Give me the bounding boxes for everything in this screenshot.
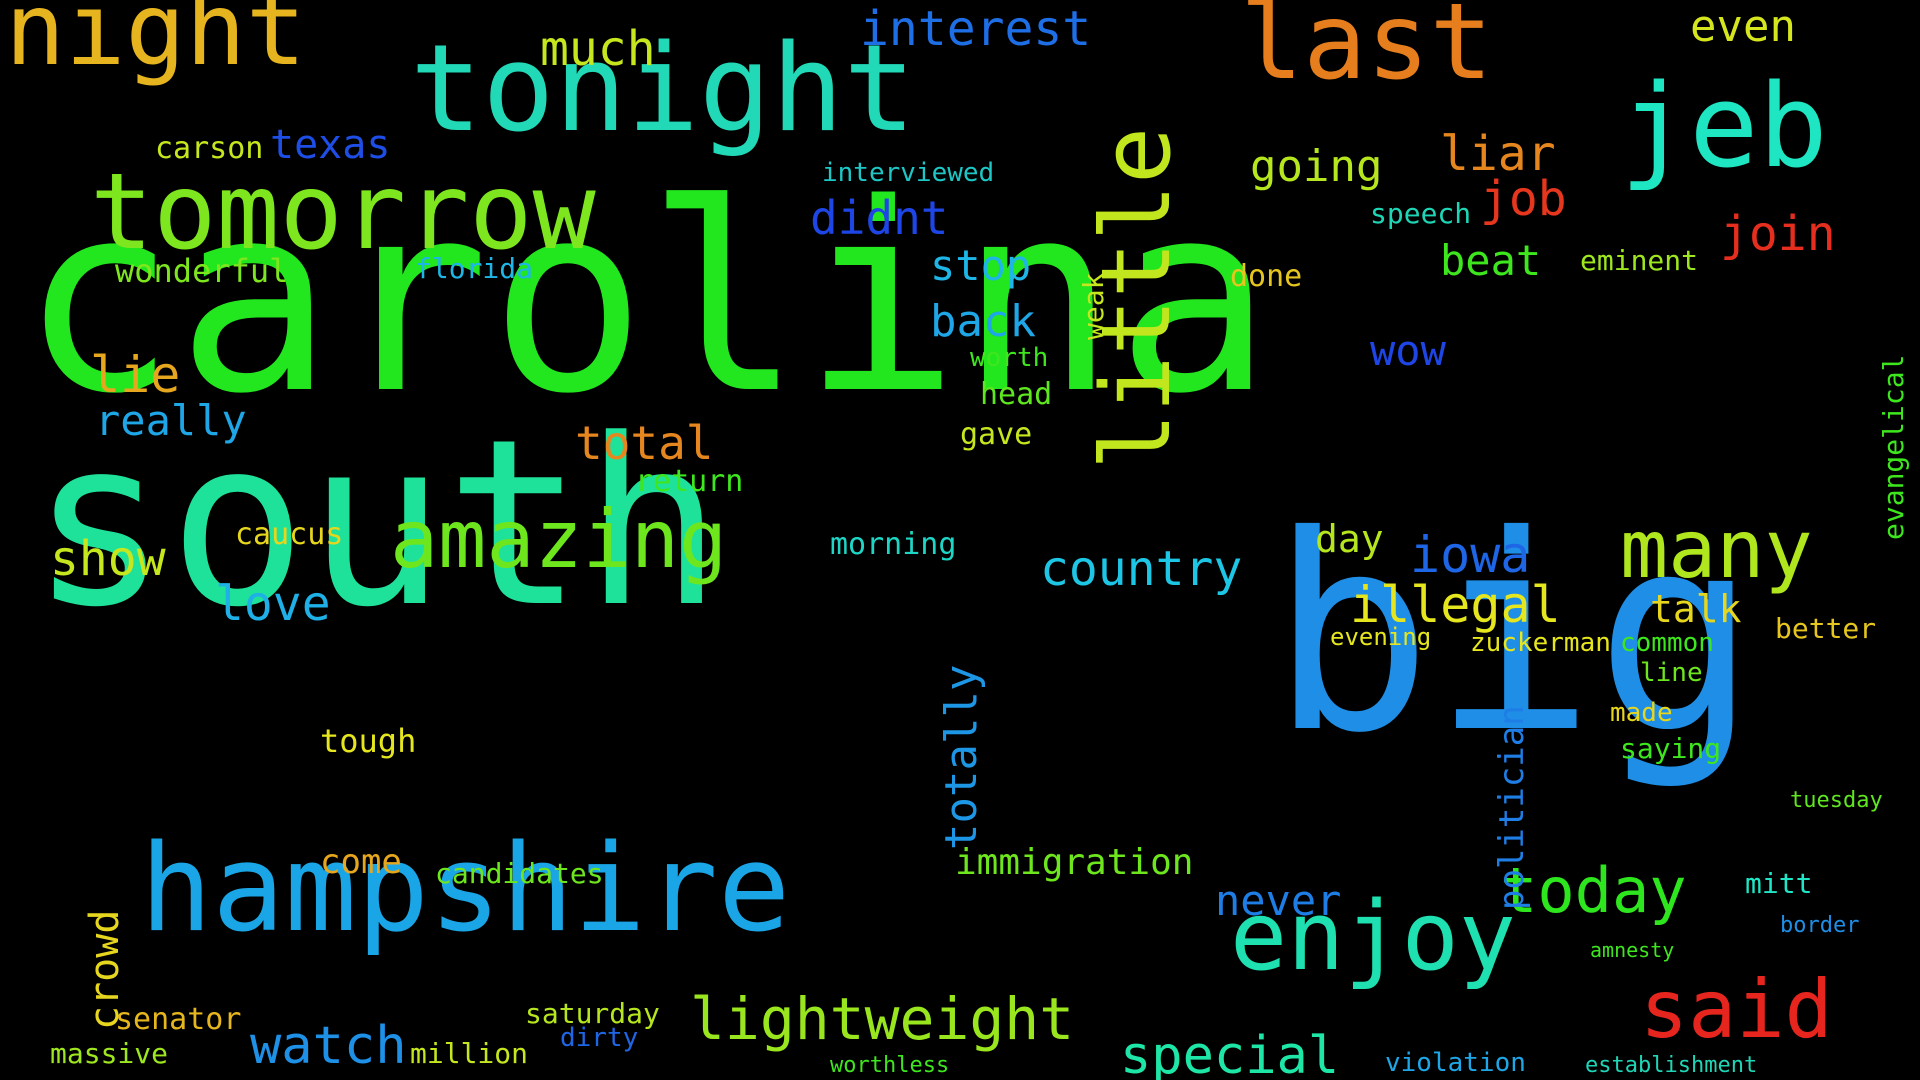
cloud-word-illegal: illegal <box>1350 576 1561 634</box>
cloud-word-return: return <box>635 464 744 499</box>
cloud-word-beat: beat <box>1440 236 1542 285</box>
cloud-word-didnt: didnt <box>810 191 949 245</box>
cloud-word-wow: wow <box>1370 326 1446 375</box>
cloud-word-common: common <box>1620 628 1714 658</box>
cloud-word-special: special <box>1120 1026 1340 1080</box>
cloud-word-violation: violation <box>1385 1048 1526 1078</box>
cloud-word-politician: politician <box>1492 705 1532 910</box>
cloud-word-liar: liar <box>1440 126 1556 182</box>
cloud-word-jeb: jeb <box>1620 60 1828 194</box>
cloud-word-back: back <box>930 296 1036 347</box>
cloud-word-last: last <box>1240 0 1493 103</box>
cloud-word-talk: talk <box>1650 587 1742 631</box>
cloud-word-line: line <box>1640 658 1703 688</box>
cloud-word-come: come <box>320 842 402 882</box>
cloud-word-interest: interest <box>860 1 1092 57</box>
cloud-word-tonight: tonight <box>410 20 916 159</box>
cloud-word-today: today <box>1500 854 1687 927</box>
cloud-word-carson: carson <box>155 131 264 166</box>
cloud-word-candidates: candidates <box>435 857 604 890</box>
cloud-word-hampshire: hampshire <box>140 820 791 959</box>
cloud-word-day: day <box>1315 517 1384 561</box>
cloud-word-stop: stop <box>930 241 1032 290</box>
cloud-word-speech: speech <box>1370 197 1472 230</box>
cloud-word-senator: senator <box>115 1002 242 1037</box>
cloud-word-tomorrow: tomorrow <box>90 151 596 273</box>
cloud-word-totally: totally <box>936 664 987 850</box>
cloud-word-gave: gave <box>960 417 1033 452</box>
cloud-word-job: job <box>1480 171 1567 227</box>
cloud-word-better: better <box>1775 612 1877 645</box>
cloud-word-florida: florida <box>415 252 534 285</box>
cloud-word-said: said <box>1640 963 1833 1056</box>
cloud-word-iowa: iowa <box>1410 526 1531 584</box>
cloud-word-establishment: establishment <box>1585 1053 1758 1078</box>
cloud-word-evening: evening <box>1330 623 1432 651</box>
cloud-word-done: done <box>1230 259 1303 294</box>
cloud-word-eminent: eminent <box>1580 244 1699 277</box>
cloud-word-even: even <box>1690 1 1796 52</box>
cloud-word-enjoy: enjoy <box>1230 882 1516 992</box>
cloud-word-much: much <box>540 21 656 77</box>
cloud-word-love: love <box>215 576 331 632</box>
cloud-word-show: show <box>50 531 166 587</box>
cloud-word-worthless: worthless <box>830 1053 950 1078</box>
cloud-word-head: head <box>980 377 1053 412</box>
cloud-word-big: big <box>1270 477 1758 792</box>
cloud-word-join: join <box>1720 206 1836 262</box>
cloud-word-interviewed: interviewed <box>822 158 995 188</box>
cloud-word-texas: texas <box>270 122 391 168</box>
cloud-word-weak: weak <box>1077 272 1110 340</box>
cloud-word-massive: massive <box>50 1037 169 1070</box>
cloud-word-worth: worth <box>970 343 1049 373</box>
cloud-word-made: made <box>1610 698 1673 728</box>
cloud-word-never: never <box>1215 876 1342 925</box>
cloud-word-amnesty: amnesty <box>1590 938 1675 962</box>
cloud-word-really: really <box>95 396 247 445</box>
cloud-word-going: going <box>1250 141 1383 192</box>
cloud-word-south: south <box>30 391 723 658</box>
cloud-word-caucus: caucus <box>235 517 344 552</box>
cloud-word-tuesday: tuesday <box>1790 788 1883 813</box>
cloud-word-dirty: dirty <box>560 1023 639 1053</box>
cloud-word-total: total <box>575 416 714 470</box>
cloud-word-amazing: amazing <box>390 493 728 586</box>
cloud-word-saturday: saturday <box>525 997 660 1030</box>
cloud-word-morning: morning <box>830 527 957 562</box>
cloud-word-evangelical: evangelical <box>1877 354 1910 540</box>
cloud-word-border: border <box>1780 913 1860 938</box>
cloud-word-mitt: mitt <box>1745 867 1813 900</box>
cloud-word-night: night <box>5 0 307 88</box>
cloud-word-country: country <box>1040 541 1243 597</box>
cloud-word-carolina: carolina <box>20 149 1273 451</box>
cloud-word-tough: tough <box>320 722 417 760</box>
cloud-word-watch: watch <box>250 1016 407 1076</box>
cloud-word-immigration: immigration <box>955 842 1194 883</box>
cloud-word-wonderful: wonderful <box>115 252 289 290</box>
cloud-word-lie: lie <box>90 346 181 404</box>
cloud-word-zuckerman: zuckerman <box>1470 628 1611 658</box>
cloud-word-saying: saying <box>1620 732 1722 765</box>
cloud-word-lightweight: lightweight <box>690 985 1075 1053</box>
cloud-word-million: million <box>410 1037 529 1070</box>
cloud-word-many: many <box>1620 503 1813 596</box>
